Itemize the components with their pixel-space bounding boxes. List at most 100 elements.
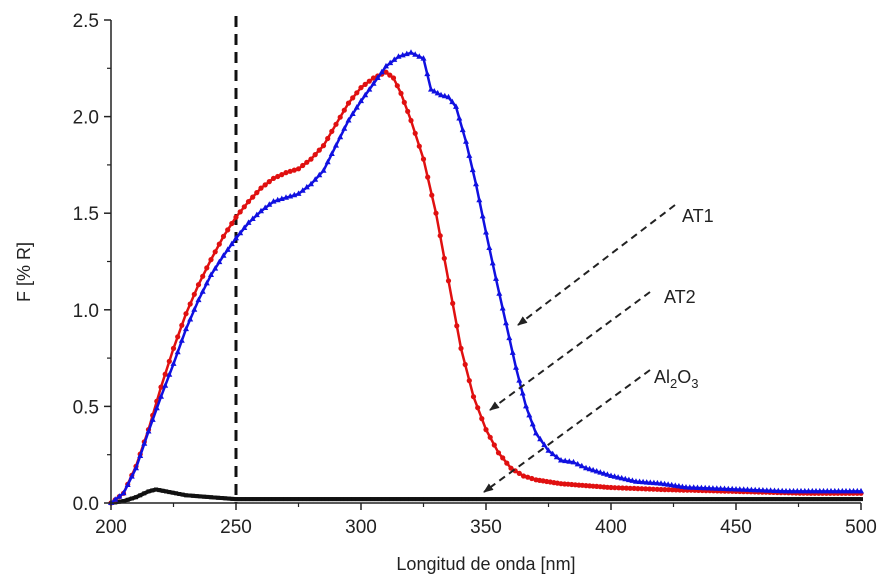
data-point-al2o3 xyxy=(537,497,541,502)
annotation-label-part: O xyxy=(677,367,691,387)
data-point-at1 xyxy=(516,377,523,383)
data-point-at1 xyxy=(748,486,755,493)
data-point-at2 xyxy=(401,99,407,105)
data-point-al2o3 xyxy=(252,497,257,502)
data-point-al2o3 xyxy=(160,488,165,493)
data-point-at1 xyxy=(453,103,459,109)
data-point-at1 xyxy=(383,62,389,69)
data-point-al2o3 xyxy=(194,494,199,499)
data-point-al2o3 xyxy=(328,497,333,502)
data-point-al2o3 xyxy=(718,497,723,502)
data-point-al2o3 xyxy=(681,497,685,502)
data-point-al2o3 xyxy=(597,497,602,502)
data-point-al2o3 xyxy=(146,489,151,494)
data-point-at1 xyxy=(434,89,441,96)
data-point-al2o3 xyxy=(809,497,814,502)
data-point-al2o3 xyxy=(548,497,553,502)
data-point-at2 xyxy=(212,249,218,255)
data-point-at1 xyxy=(438,91,444,98)
data-point-al2o3 xyxy=(400,497,405,502)
data-point-at1 xyxy=(694,484,701,490)
data-point-al2o3 xyxy=(771,497,776,502)
data-point-al2o3 xyxy=(824,497,829,502)
data-point-al2o3 xyxy=(696,497,701,502)
annotation-arrow xyxy=(517,204,676,326)
data-point-at2 xyxy=(662,487,668,493)
data-point-al2o3 xyxy=(431,497,435,502)
annotation-arrow xyxy=(489,291,651,411)
data-point-al2o3 xyxy=(381,497,386,502)
data-point-al2o3 xyxy=(453,497,458,502)
data-point-al2o3 xyxy=(582,497,587,502)
x-tick-label: 500 xyxy=(845,517,877,538)
annotation-at1: AT1 xyxy=(517,204,714,326)
data-point-at1 xyxy=(763,487,770,493)
data-point-at1 xyxy=(158,393,164,399)
annotation-label: Al2O3 xyxy=(654,367,699,391)
data-point-at2 xyxy=(635,486,641,492)
data-point-al2o3 xyxy=(468,497,473,502)
data-point-al2o3 xyxy=(627,497,632,502)
data-point-al2o3 xyxy=(821,497,826,502)
x-axis-title: Longitud de onda [nm] xyxy=(396,554,575,574)
data-point-at1 xyxy=(686,484,693,490)
data-point-at2 xyxy=(183,311,189,317)
x-tick-label: 450 xyxy=(720,517,752,538)
data-point-at2 xyxy=(254,190,260,196)
data-point-at1 xyxy=(725,485,732,492)
data-point-at1 xyxy=(593,468,600,474)
data-point-at2 xyxy=(325,135,331,142)
data-point-al2o3 xyxy=(449,497,454,502)
data-point-al2o3 xyxy=(631,497,636,502)
data-point-al2o3 xyxy=(465,497,470,502)
data-point-at1 xyxy=(195,296,202,303)
data-point-at1 xyxy=(675,482,682,489)
data-point-al2o3 xyxy=(506,497,511,502)
data-point-at1 xyxy=(672,482,679,488)
x-tick-label: 250 xyxy=(220,517,252,538)
data-point-al2o3 xyxy=(177,492,182,496)
data-point-at1 xyxy=(463,138,469,144)
data-point-at2 xyxy=(627,485,633,491)
data-point-at2 xyxy=(287,168,293,174)
data-point-at2 xyxy=(383,69,389,75)
data-point-at2 xyxy=(275,173,281,180)
data-point-al2o3 xyxy=(138,493,143,498)
data-point-at1 xyxy=(558,457,564,463)
data-point-al2o3 xyxy=(487,497,492,502)
data-point-al2o3 xyxy=(226,496,231,501)
y-tick-label: 2.5 xyxy=(73,11,99,32)
data-point-at2 xyxy=(508,465,514,471)
x-tick-label: 350 xyxy=(470,517,502,538)
data-point-at2 xyxy=(623,485,630,491)
data-point-al2o3 xyxy=(665,497,670,502)
data-point-at1 xyxy=(574,460,581,467)
data-point-at2 xyxy=(304,159,310,165)
data-point-at2 xyxy=(483,427,489,433)
data-point-at1 xyxy=(740,486,747,492)
data-point-at1 xyxy=(783,487,789,494)
data-point-al2o3 xyxy=(491,497,496,502)
data-point-at2 xyxy=(669,487,675,493)
data-point-at2 xyxy=(158,384,164,390)
data-point-al2o3 xyxy=(385,497,390,502)
data-point-at1 xyxy=(597,469,604,475)
data-point-at1 xyxy=(483,229,489,235)
data-point-at1 xyxy=(756,486,763,493)
data-point-at1 xyxy=(775,487,782,494)
data-point-at1 xyxy=(658,480,664,486)
data-point-at2 xyxy=(345,100,352,106)
data-point-at2 xyxy=(200,273,206,279)
data-point-at2 xyxy=(358,85,364,91)
data-point-al2o3 xyxy=(525,497,530,502)
data-point-at2 xyxy=(529,475,535,482)
data-point-at2 xyxy=(450,300,456,306)
data-point-al2o3 xyxy=(646,497,651,502)
data-point-at2 xyxy=(270,175,277,181)
data-point-al2o3 xyxy=(813,497,818,502)
data-point-al2o3 xyxy=(313,497,318,502)
data-point-at1 xyxy=(378,68,385,75)
data-point-at1 xyxy=(212,265,219,271)
data-point-at1 xyxy=(224,246,231,252)
data-point-at2 xyxy=(370,75,377,81)
